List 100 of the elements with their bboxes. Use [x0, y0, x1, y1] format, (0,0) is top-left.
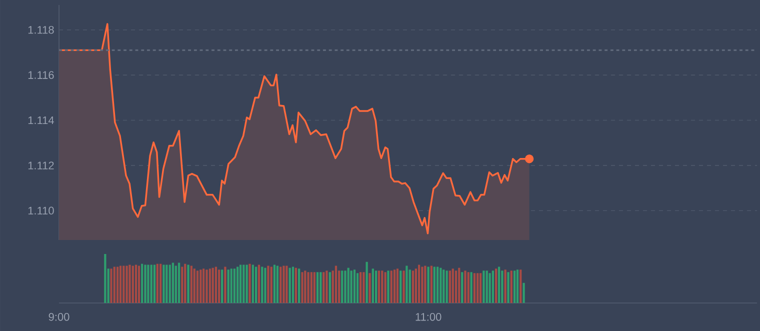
bar: [378, 270, 380, 303]
bar: [144, 264, 146, 303]
bar: [153, 264, 156, 303]
y-tick-label: 1.112: [28, 162, 54, 170]
bar: [328, 272, 331, 303]
bar: [418, 264, 420, 303]
bar: [276, 266, 279, 303]
bar: [110, 268, 112, 303]
bar: [230, 268, 232, 303]
y-tick-label: 1.114: [28, 116, 54, 124]
bar: [381, 270, 384, 303]
bar: [162, 264, 165, 303]
bar: [452, 268, 454, 303]
bar: [138, 266, 140, 303]
bar: [486, 270, 488, 303]
bar: [504, 270, 506, 303]
bar: [132, 266, 134, 303]
bar: [313, 272, 316, 303]
bar: [476, 273, 479, 303]
bar: [334, 266, 338, 303]
bar: [206, 270, 208, 303]
bar: [166, 264, 168, 303]
bar: [427, 266, 430, 303]
bar: [236, 266, 239, 303]
x-tick-label: 9:00: [48, 313, 70, 321]
bar: [362, 272, 365, 303]
bar: [187, 264, 190, 303]
bar: [393, 270, 396, 303]
bar: [396, 268, 399, 303]
bar: [400, 270, 402, 303]
bar: [288, 268, 291, 303]
bar: [461, 272, 464, 303]
bar: [150, 264, 152, 303]
bar: [446, 270, 448, 303]
bar: [480, 273, 482, 303]
bar: [200, 270, 202, 303]
bar: [421, 266, 424, 303]
bar: [126, 266, 128, 303]
bar: [168, 264, 171, 303]
bar: [310, 272, 312, 303]
bar: [224, 266, 226, 303]
bar: [246, 264, 248, 303]
bar: [190, 266, 192, 303]
bar: [298, 268, 300, 303]
bar: [350, 270, 352, 303]
bar: [316, 272, 319, 303]
bar: [387, 270, 390, 303]
bar: [406, 266, 408, 303]
bar: [414, 268, 418, 303]
bar: [254, 266, 258, 303]
bar: [408, 270, 411, 303]
bar: [442, 270, 445, 303]
bar: [184, 264, 186, 303]
bar: [458, 268, 460, 303]
bar: [273, 264, 276, 303]
bar: [248, 264, 251, 303]
bar: [104, 254, 106, 303]
bar: [212, 268, 214, 303]
bar: [353, 270, 356, 303]
bar: [286, 266, 288, 303]
y-tick-label: 1.116: [28, 71, 54, 79]
bar: [320, 272, 322, 303]
bar: [467, 272, 470, 303]
bar: [440, 268, 442, 303]
bar: [495, 268, 498, 303]
bar: [233, 268, 236, 303]
bar: [473, 273, 476, 303]
bar: [301, 272, 304, 303]
bar: [347, 268, 350, 303]
bar: [501, 270, 504, 303]
bar: [359, 272, 362, 303]
y-tick-label: 1.118: [28, 26, 54, 34]
bar: [341, 270, 344, 303]
bar: [141, 264, 144, 303]
bar: [270, 266, 272, 303]
bar: [116, 266, 119, 303]
bar: [113, 266, 116, 303]
bar: [122, 266, 125, 303]
bar: [424, 266, 426, 303]
bar: [482, 270, 485, 303]
bar: [128, 264, 131, 303]
bar: [172, 262, 174, 303]
bar: [522, 282, 525, 303]
bar: [264, 268, 266, 303]
bar: [498, 266, 500, 303]
bar: [258, 264, 260, 303]
bar: [516, 270, 519, 303]
bar: [196, 270, 199, 303]
bar: [218, 270, 220, 303]
bar: [374, 270, 378, 303]
bar: [178, 262, 180, 303]
bar: [280, 266, 282, 303]
bar: [356, 273, 359, 303]
bar: [454, 270, 458, 303]
bar: [214, 266, 218, 303]
bar: [430, 266, 433, 303]
bar: [390, 270, 392, 303]
bar: [492, 270, 494, 303]
bar: [261, 266, 264, 303]
bar: [507, 272, 510, 303]
